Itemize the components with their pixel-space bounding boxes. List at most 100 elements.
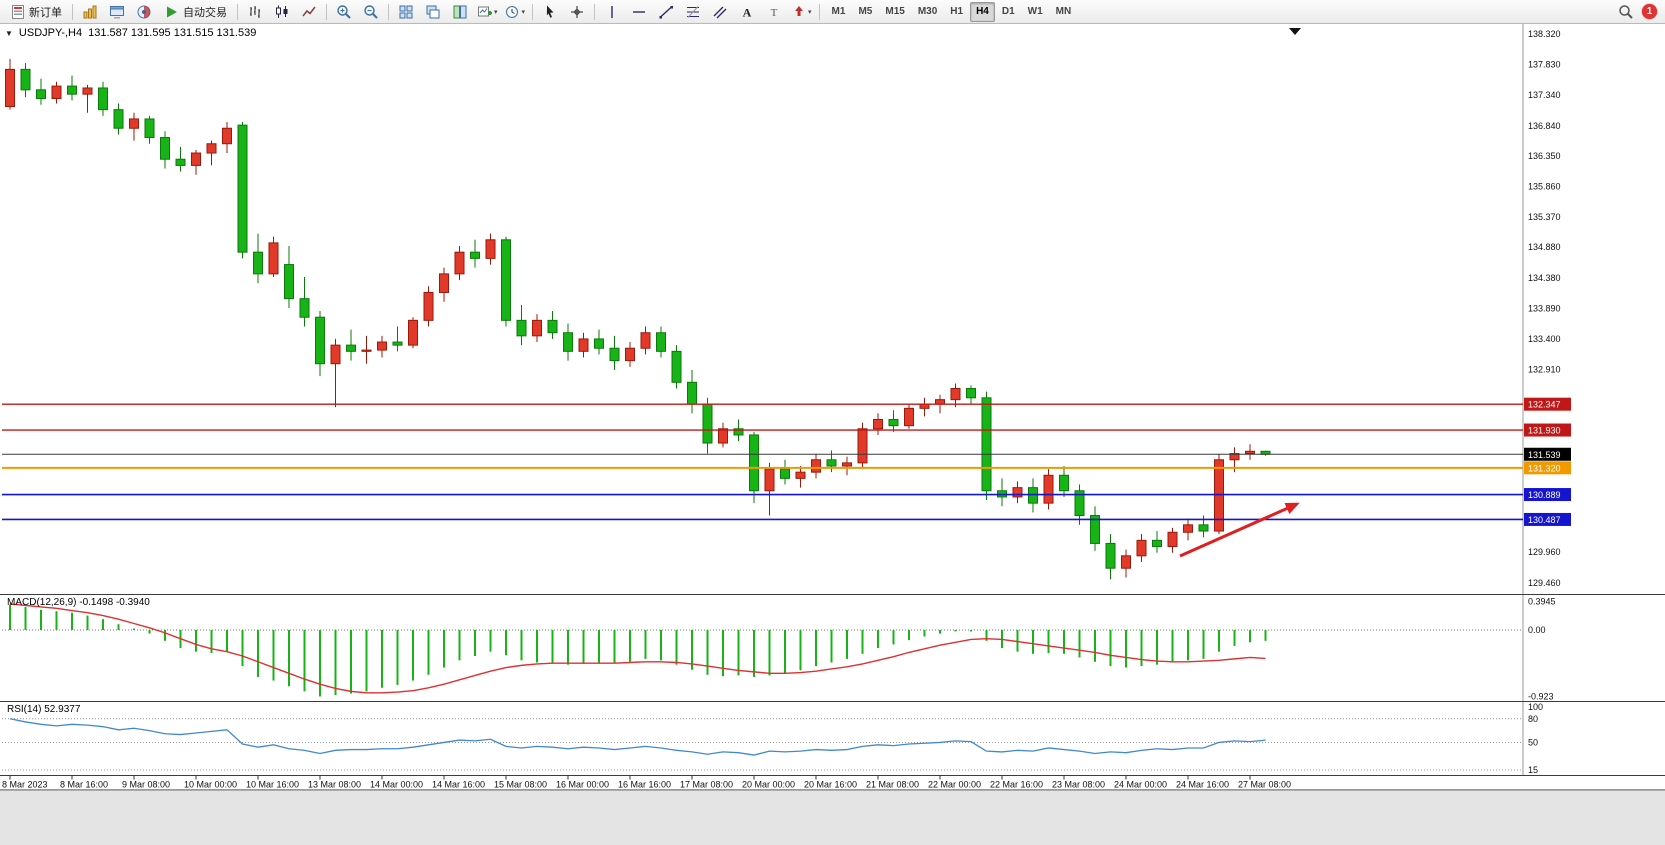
trendline-icon[interactable] <box>653 1 679 23</box>
svg-text:-0.923: -0.923 <box>1528 692 1554 702</box>
horizontal-line-icon[interactable] <box>626 1 652 23</box>
line-tools-group <box>599 1 679 23</box>
svg-text:133.400: 133.400 <box>1528 334 1561 344</box>
svg-text:131.539: 131.539 <box>1528 450 1561 460</box>
chart-canvas[interactable]: 138.320 137.830 137.340 136.840 136.350 135.8… <box>0 24 1665 790</box>
auto-trading-label: 自动交易 <box>183 6 227 19</box>
timeframe-m15[interactable]: M15 <box>885 6 905 17</box>
cascade-windows-icon[interactable] <box>420 1 446 23</box>
svg-text:100: 100 <box>1528 702 1543 712</box>
timeframe-w1[interactable]: W1 <box>1027 6 1043 17</box>
timeframe-toolbar: M1 M5 M15 M30 H1 H4 D1 W1 MN <box>826 1 1078 22</box>
zoom-out-icon[interactable] <box>358 1 384 23</box>
svg-text:8 Mar 2023: 8 Mar 2023 <box>2 780 48 790</box>
svg-text:10 Mar 16:00: 10 Mar 16:00 <box>246 780 299 790</box>
toolbar-separator <box>72 3 73 20</box>
main-toolbar: 新订单 自动交易 ▾ ▾ A T ▾ M1 M5 M15 M30 H1 H4 D1 W1 MN 1 <box>0 0 1665 24</box>
profiles-dropdown-icon[interactable]: ▾ <box>502 1 529 23</box>
trend-arrow-annotation[interactable] <box>1179 497 1302 558</box>
timeframe-mn[interactable]: MN <box>1055 6 1072 17</box>
svg-text:22 Mar 16:00: 22 Mar 16:00 <box>990 780 1043 790</box>
svg-text:22 Mar 00:00: 22 Mar 00:00 <box>928 780 981 790</box>
search-icon[interactable] <box>1613 1 1639 23</box>
fibonacci-icon[interactable] <box>680 1 706 23</box>
market-watch-icon[interactable] <box>77 1 103 23</box>
svg-text:130.487: 130.487 <box>1528 515 1561 525</box>
timeframe-h4[interactable]: H4 <box>970 1 995 22</box>
cursor-icon[interactable] <box>537 1 563 23</box>
crosshair-icon[interactable] <box>564 1 590 23</box>
chart-type-group <box>242 1 322 23</box>
drawing-tools-group: A T ▾ <box>680 1 815 23</box>
tile-windows-icon[interactable] <box>393 1 419 23</box>
macd-label: MACD(12,26,9) -0.1498 -0.3940 <box>7 597 150 608</box>
timeframe-h1[interactable]: H1 <box>950 6 964 17</box>
svg-text:16 Mar 00:00: 16 Mar 00:00 <box>556 780 609 790</box>
svg-text:130.889: 130.889 <box>1528 490 1561 500</box>
svg-text:16 Mar 16:00: 16 Mar 16:00 <box>618 780 671 790</box>
timeframe-d1[interactable]: D1 <box>1001 6 1015 17</box>
svg-text:14 Mar 00:00: 14 Mar 00:00 <box>370 780 423 790</box>
svg-text:129.960: 129.960 <box>1528 547 1561 557</box>
chart-shift-marker[interactable] <box>1289 28 1301 35</box>
horizontal-lines[interactable]: 132.347 131.930 131.320 130.889 130.487 131.5… <box>2 397 1571 526</box>
svg-text:137.340: 137.340 <box>1528 90 1561 100</box>
svg-text:132.910: 132.910 <box>1528 364 1561 374</box>
svg-text:0.00: 0.00 <box>1528 625 1546 635</box>
svg-text:24 Mar 16:00: 24 Mar 16:00 <box>1176 780 1229 790</box>
svg-text:A: A <box>743 5 752 19</box>
new-order-button[interactable]: 新订单 <box>4 1 68 23</box>
toolbar-separator <box>237 3 238 20</box>
svg-text:132.347: 132.347 <box>1528 400 1561 410</box>
navigator-icon[interactable] <box>104 1 130 23</box>
candlestick-chart-icon[interactable] <box>269 1 295 23</box>
svg-text:131.320: 131.320 <box>1528 463 1561 473</box>
svg-text:15: 15 <box>1528 765 1538 775</box>
vertical-line-icon[interactable] <box>599 1 625 23</box>
time-axis: 8 Mar 2023 8 Mar 16:00 9 Mar 08:00 10 Mar 0… <box>2 775 1291 790</box>
svg-text:134.380: 134.380 <box>1528 273 1561 283</box>
bar-chart-icon[interactable] <box>242 1 268 23</box>
line-chart-icon[interactable] <box>296 1 322 23</box>
svg-text:129.460: 129.460 <box>1528 578 1561 588</box>
svg-text:T: T <box>771 7 778 19</box>
svg-text:134.880: 134.880 <box>1528 242 1561 252</box>
panel-toggle-group <box>77 1 157 23</box>
text-label-icon[interactable]: T <box>761 1 787 23</box>
text-icon[interactable]: A <box>734 1 760 23</box>
arrows-dropdown-icon[interactable]: ▾ <box>788 1 815 23</box>
toolbar-separator <box>594 3 596 20</box>
svg-text:8 Mar 16:00: 8 Mar 16:00 <box>60 780 108 790</box>
timeframe-m30[interactable]: M30 <box>917 6 938 17</box>
svg-text:0.3945: 0.3945 <box>1528 597 1556 607</box>
auto-trading-button[interactable]: 自动交易 <box>158 1 233 23</box>
svg-text:27 Mar 08:00: 27 Mar 08:00 <box>1238 780 1291 790</box>
toolbar-separator <box>532 3 534 20</box>
svg-text:24 Mar 00:00: 24 Mar 00:00 <box>1114 780 1167 790</box>
svg-text:23 Mar 08:00: 23 Mar 08:00 <box>1052 780 1105 790</box>
svg-text:20 Mar 16:00: 20 Mar 16:00 <box>804 780 857 790</box>
timeframe-m5[interactable]: M5 <box>858 6 873 17</box>
symbol-period-label: USDJPY-,H4 <box>18 27 83 39</box>
macd-panel: 0.3945 0.00 -0.923 <box>2 597 1556 702</box>
price-axis: 138.320 137.830 137.340 136.840 136.350 135.8… <box>1528 29 1561 588</box>
svg-text:131.930: 131.930 <box>1528 426 1561 436</box>
chart-title: ▼ USDJPY-,H4 131.587 131.595 131.515 131… <box>5 27 256 39</box>
new-chart-dropdown-icon[interactable]: ▾ <box>474 1 501 23</box>
svg-text:50: 50 <box>1528 737 1538 747</box>
svg-text:137.830: 137.830 <box>1528 59 1561 69</box>
svg-text:20 Mar 00:00: 20 Mar 00:00 <box>742 780 795 790</box>
timeframe-m1[interactable]: M1 <box>831 6 846 17</box>
rsi-panel: 100 80 50 15 <box>2 702 1543 775</box>
svg-text:80: 80 <box>1528 714 1538 724</box>
notification-badge[interactable]: 1 <box>1642 4 1657 19</box>
zoom-in-icon[interactable] <box>331 1 357 23</box>
zoom-group <box>331 1 384 23</box>
tile-vertical-icon[interactable] <box>447 1 473 23</box>
terminal-icon[interactable] <box>131 1 157 23</box>
svg-text:138.320: 138.320 <box>1528 29 1561 39</box>
new-order-icon <box>10 4 26 20</box>
chart-window[interactable]: 138.320 137.830 137.340 136.840 136.350 135.8… <box>0 24 1665 790</box>
one-click-trading-toggle[interactable]: ▼ <box>5 28 13 38</box>
channels-icon[interactable] <box>707 1 733 23</box>
